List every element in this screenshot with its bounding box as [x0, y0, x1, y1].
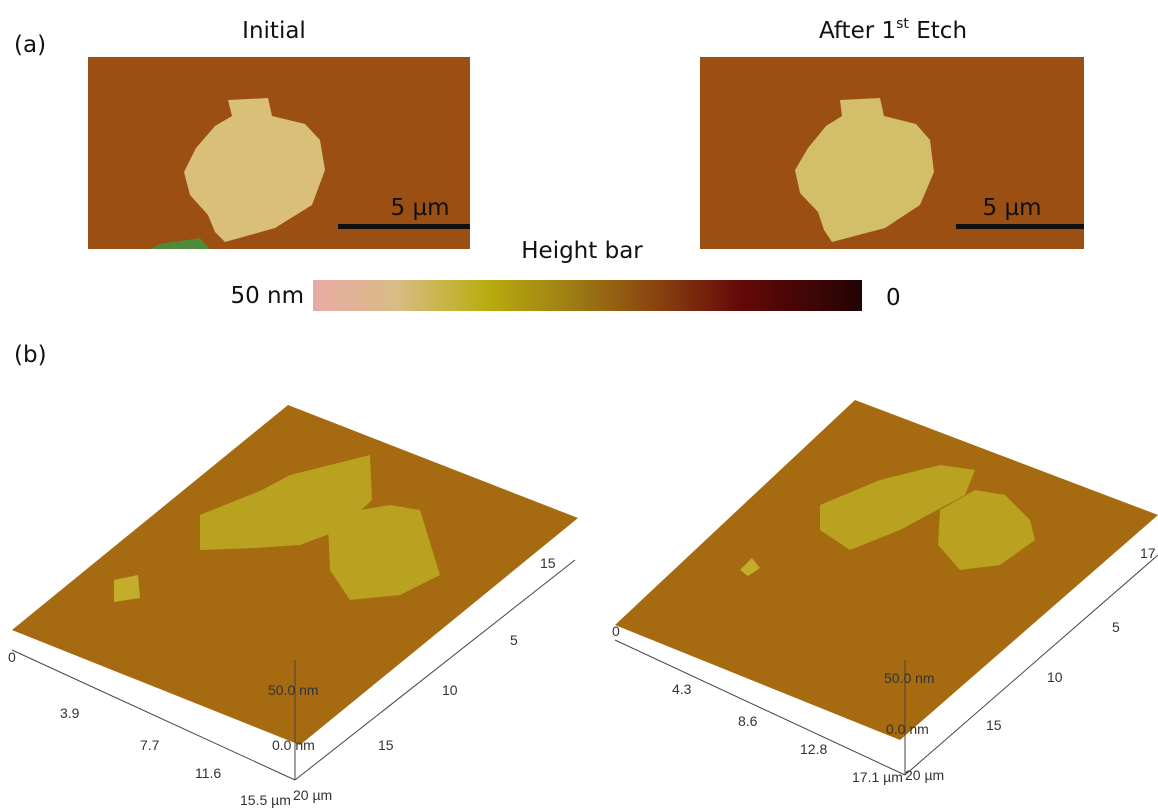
- 3d-plot: 0 4.3 8.6 12.8 17.1 µm 20 µm 15 10 5 17 …: [612, 400, 1158, 785]
- image-title: After 1st Etch: [819, 16, 967, 44]
- z-tick-label: 0.0 nm: [886, 721, 929, 737]
- panel-label: (a): [14, 32, 46, 58]
- colorbar-max: 50 nm: [230, 283, 304, 309]
- afm-image: 5 µm: [700, 57, 1084, 249]
- colorbar-min: 0: [886, 285, 901, 311]
- y-tick-label: 5: [510, 632, 518, 648]
- y-tick-label: 17: [1140, 545, 1156, 561]
- colorbar-title: Height bar: [521, 238, 643, 264]
- y-tick-label: 15: [378, 737, 394, 753]
- z-tick-label: 50.0 nm: [884, 670, 935, 686]
- figure: (a) Initial After 1st Etch 5 µm 5 µm Hei…: [0, 0, 1158, 811]
- x-tick-label: 3.9: [60, 705, 80, 721]
- x-tick-label: 4.3: [672, 681, 692, 697]
- x-tick-label: 17.1 µm: [852, 769, 903, 785]
- title-text: After 1: [819, 18, 896, 44]
- y-tick-label: 15: [986, 717, 1002, 733]
- y-tick-label: 5: [1112, 619, 1120, 635]
- afm-image: 5 µm: [88, 57, 470, 249]
- colorbar: [313, 280, 862, 311]
- y-tick-label: 20 µm: [293, 787, 332, 803]
- x-tick-label: 0: [8, 649, 16, 665]
- x-tick-label: 15.5 µm: [240, 792, 291, 808]
- x-tick-label: 11.6: [195, 765, 221, 781]
- title-text: Etch: [909, 18, 967, 44]
- z-tick-label: 0.0 nm: [272, 737, 315, 753]
- scale-bar-label: 5 µm: [983, 195, 1042, 221]
- 3d-plot: 0 3.9 7.7 11.6 15.5 µm 20 µm 15 10 5 15 …: [8, 405, 578, 808]
- scale-bar-label: 5 µm: [391, 195, 450, 221]
- image-title: Initial: [242, 18, 306, 44]
- z-tick-label: 50.0 nm: [268, 682, 319, 698]
- y-tick-label: 20 µm: [905, 767, 944, 783]
- panel-label: (b): [14, 342, 47, 368]
- x-tick-label: 7.7: [140, 737, 160, 753]
- title-superscript: st: [896, 16, 909, 32]
- y-tick-label: 10: [442, 682, 458, 698]
- x-tick-label: 12.8: [800, 741, 827, 757]
- y-tick-label: 10: [1047, 669, 1063, 685]
- x-tick-label: 8.6: [738, 713, 758, 729]
- y-tick-label: 15: [540, 555, 556, 571]
- x-tick-label: 0: [612, 623, 620, 639]
